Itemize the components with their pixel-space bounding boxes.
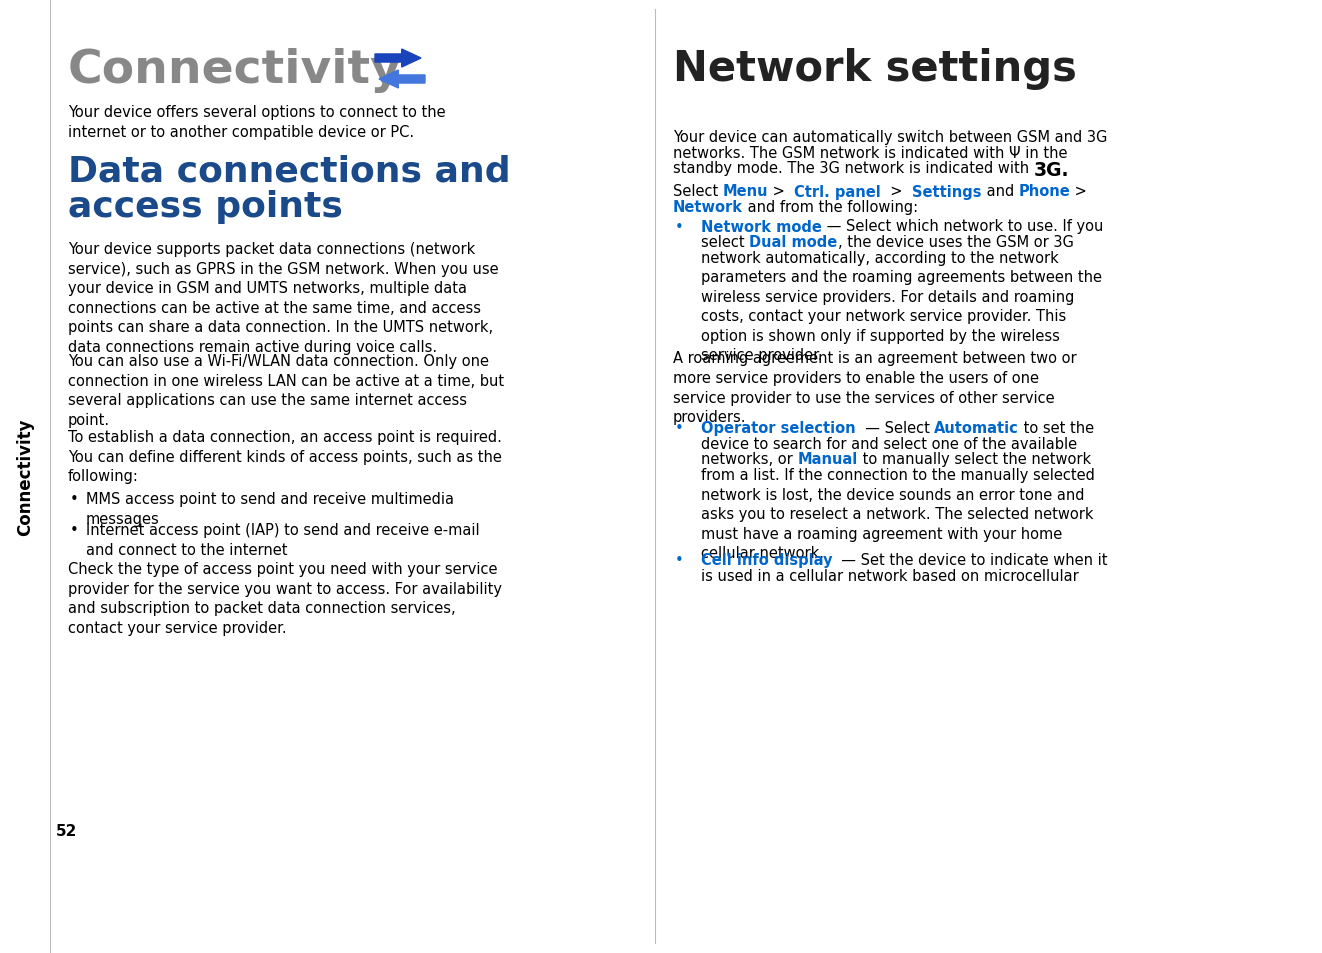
- Text: A roaming agreement is an agreement between two or
more service providers to ena: A roaming agreement is an agreement betw…: [673, 351, 1076, 425]
- Text: networks. The GSM network is indicated with Ψ in the: networks. The GSM network is indicated w…: [673, 146, 1067, 160]
- Text: •: •: [70, 492, 79, 506]
- Text: from a list. If the connection to the manually selected
network is lost, the dev: from a list. If the connection to the ma…: [701, 468, 1095, 560]
- Text: Data connections and: Data connections and: [67, 154, 510, 189]
- Text: •: •: [70, 522, 79, 537]
- Text: MMS access point to send and receive multimedia
messages: MMS access point to send and receive mul…: [86, 492, 453, 526]
- Text: Automatic: Automatic: [935, 421, 1019, 436]
- Text: , the device uses the GSM or 3G: , the device uses the GSM or 3G: [838, 234, 1073, 250]
- Text: Menu: Menu: [723, 184, 768, 199]
- Text: Settings: Settings: [912, 184, 981, 199]
- Polygon shape: [375, 50, 420, 68]
- Text: Network settings: Network settings: [673, 48, 1077, 90]
- Text: to set the: to set the: [1019, 421, 1095, 436]
- Text: Network: Network: [673, 200, 743, 214]
- Text: Your device can automatically switch between GSM and 3G: Your device can automatically switch bet…: [673, 130, 1108, 145]
- Text: Ctrl. panel: Ctrl. panel: [795, 184, 882, 199]
- Text: Cell info display: Cell info display: [701, 553, 833, 568]
- Text: — Set the device to indicate when it: — Set the device to indicate when it: [833, 553, 1108, 568]
- Text: You can also use a Wi-Fi/WLAN data connection. Only one
connection in one wirele: You can also use a Wi-Fi/WLAN data conne…: [67, 354, 504, 427]
- Text: Your device offers several options to connect to the
internet or to another comp: Your device offers several options to co…: [67, 105, 446, 139]
- Text: >: >: [882, 184, 912, 199]
- Polygon shape: [379, 71, 424, 89]
- Text: network automatically, according to the network
parameters and the roaming agree: network automatically, according to the …: [701, 251, 1103, 363]
- Text: Phone: Phone: [1018, 184, 1069, 199]
- Text: and from the following:: and from the following:: [743, 200, 917, 214]
- Text: >: >: [1069, 184, 1087, 199]
- Text: Select: Select: [673, 184, 723, 199]
- Text: •: •: [676, 421, 683, 436]
- Text: access points: access points: [67, 190, 342, 224]
- Text: to manually select the network: to manually select the network: [858, 452, 1091, 467]
- Bar: [0, 0, 50, 953]
- Text: standby mode. The 3G network is indicated with: standby mode. The 3G network is indicate…: [673, 161, 1029, 175]
- Text: Manual: Manual: [797, 452, 858, 467]
- Text: Connectivity: Connectivity: [67, 48, 402, 92]
- Text: — Select: — Select: [855, 421, 935, 436]
- Text: select: select: [701, 234, 750, 250]
- Text: Network mode: Network mode: [701, 219, 822, 234]
- Text: Check the type of access point you need with your service
provider for the servi: Check the type of access point you need …: [67, 561, 502, 635]
- Text: — Select which network to use. If you: — Select which network to use. If you: [822, 219, 1104, 234]
- Text: and: and: [981, 184, 1018, 199]
- Text: Dual mode: Dual mode: [750, 234, 838, 250]
- Text: networks, or: networks, or: [701, 452, 797, 467]
- Text: Your device supports packet data connections (network
service), such as GPRS in : Your device supports packet data connect…: [67, 242, 498, 355]
- Text: •: •: [676, 219, 683, 234]
- Text: >: >: [768, 184, 795, 199]
- Text: device to search for and select one of the available: device to search for and select one of t…: [701, 436, 1077, 452]
- Text: 3G.: 3G.: [1034, 161, 1069, 180]
- Text: Connectivity: Connectivity: [16, 417, 34, 536]
- Text: •: •: [676, 553, 683, 568]
- Text: Operator selection: Operator selection: [701, 421, 855, 436]
- Text: is used in a cellular network based on microcellular: is used in a cellular network based on m…: [701, 568, 1079, 583]
- Text: Internet access point (IAP) to send and receive e-mail
and connect to the intern: Internet access point (IAP) to send and …: [86, 522, 480, 557]
- Text: 52: 52: [56, 823, 78, 838]
- Text: To establish a data connection, an access point is required.
You can define diff: To establish a data connection, an acces…: [67, 430, 502, 483]
